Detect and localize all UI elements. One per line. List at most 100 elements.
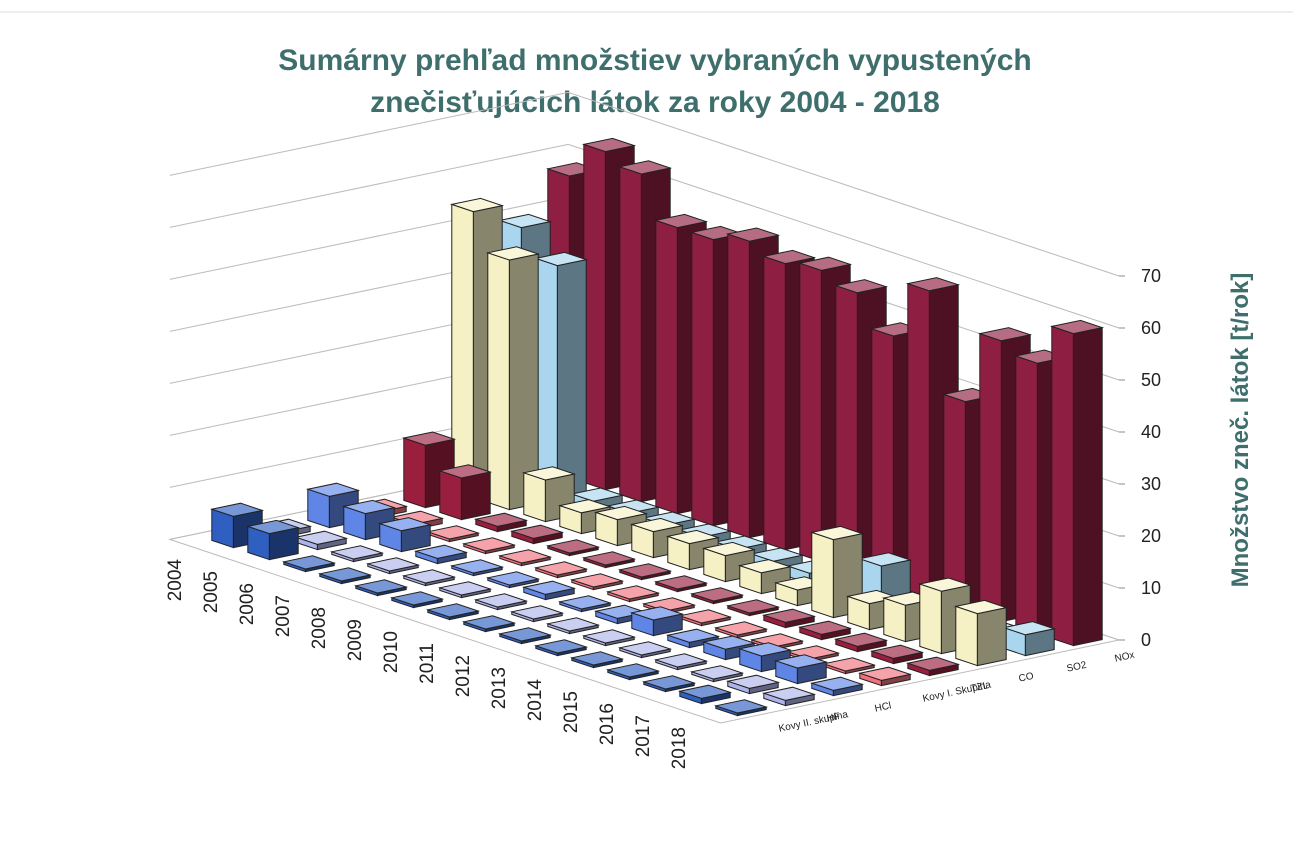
bar-top: [389, 591, 445, 606]
x-tick-label: 2005: [201, 571, 222, 613]
bar: [437, 581, 493, 599]
bar-top: [617, 160, 673, 175]
bar: [809, 676, 865, 697]
bar-top: [761, 686, 817, 701]
bar: [293, 530, 349, 551]
bar: [425, 603, 481, 621]
bar-top: [437, 464, 493, 479]
bar: [377, 517, 433, 553]
bar: [713, 621, 769, 639]
bar-top: [557, 499, 613, 514]
x-tick-label: 2016: [597, 703, 618, 745]
bar-top: [473, 593, 529, 608]
bar-top: [473, 512, 529, 527]
bar-top: [653, 653, 709, 668]
bar-top: [701, 541, 757, 557]
bar-top: [665, 628, 721, 643]
bar: [725, 599, 781, 617]
bar-top: [617, 641, 673, 656]
bar-top: [629, 606, 685, 621]
bar-top: [521, 580, 577, 595]
bar-top: [425, 603, 481, 618]
bar: [677, 684, 733, 705]
bar-top: [557, 595, 613, 610]
bar-top: [689, 587, 745, 602]
bar: [533, 561, 589, 579]
bar: [485, 571, 541, 589]
x-tick-label: 2006: [237, 583, 258, 625]
x-tick-label: 2008: [309, 607, 330, 649]
bar: [617, 563, 673, 581]
bar-front: [1051, 325, 1074, 647]
bar-top: [521, 466, 577, 481]
bar-top: [605, 585, 661, 600]
series-label: TZL: [970, 680, 990, 695]
bar: [473, 512, 529, 533]
bar: [473, 593, 529, 611]
bar-top: [725, 227, 781, 242]
bar: [569, 651, 625, 669]
bar-top: [569, 487, 625, 502]
bar-top: [725, 674, 781, 689]
bar: [365, 557, 421, 575]
bar: [653, 575, 709, 593]
bar: [581, 551, 637, 569]
bar-front: [955, 605, 978, 667]
bar-top: [797, 620, 853, 635]
bar-front: [1015, 355, 1038, 635]
bar-top: [857, 552, 913, 567]
z-tick-label: 0: [1141, 630, 1151, 650]
bar: [905, 656, 961, 677]
bar-top: [497, 549, 553, 564]
bar: [401, 569, 457, 587]
bar: [281, 555, 337, 573]
z-tick-label: 40: [1141, 422, 1161, 442]
bar-top: [977, 327, 1033, 342]
bar-top: [677, 609, 733, 624]
bar-top: [245, 519, 301, 535]
bar: [773, 654, 829, 685]
bar: [605, 663, 661, 681]
x-tick-label: 2017: [633, 715, 654, 757]
bar: [617, 641, 673, 659]
x-tick-label: 2010: [381, 631, 402, 673]
bar: [497, 627, 553, 645]
bar: [461, 537, 517, 555]
series-label: HF: [826, 711, 841, 725]
bar-top: [437, 581, 493, 596]
bar-top: [401, 569, 457, 584]
bar: [545, 617, 601, 635]
bar: [689, 665, 745, 683]
bar-top: [737, 559, 793, 574]
bar: [497, 549, 553, 567]
x-tick-label: 2012: [453, 655, 474, 697]
bar-top: [317, 567, 373, 582]
bar-side: [976, 606, 1007, 667]
series-label: NOx: [1114, 650, 1136, 665]
bar-top: [749, 547, 805, 562]
bar: [533, 639, 589, 657]
bar-top: [545, 617, 601, 632]
chart-title: Sumárny prehľad množstiev vybraných vypu…: [278, 44, 1031, 77]
bar-top: [953, 599, 1009, 615]
bar-front: [487, 252, 510, 511]
x-tick-label: 2007: [273, 595, 294, 637]
bar: [1001, 621, 1057, 657]
bar: [533, 251, 589, 501]
bar-top: [905, 277, 961, 292]
bar-front: [799, 262, 822, 563]
bar: [821, 657, 877, 675]
bar: [557, 595, 613, 613]
bar-top: [461, 537, 517, 552]
bar-top: [545, 539, 601, 554]
bar-front: [619, 166, 642, 503]
bar-top: [425, 525, 481, 540]
bar: [425, 525, 481, 543]
bar-top: [377, 517, 433, 532]
z-tick-label: 30: [1141, 474, 1161, 494]
bar-top: [341, 499, 397, 515]
bar-top: [497, 213, 553, 229]
bar-side: [1072, 326, 1103, 647]
bar-top: [665, 529, 721, 545]
bar-top: [329, 545, 385, 560]
